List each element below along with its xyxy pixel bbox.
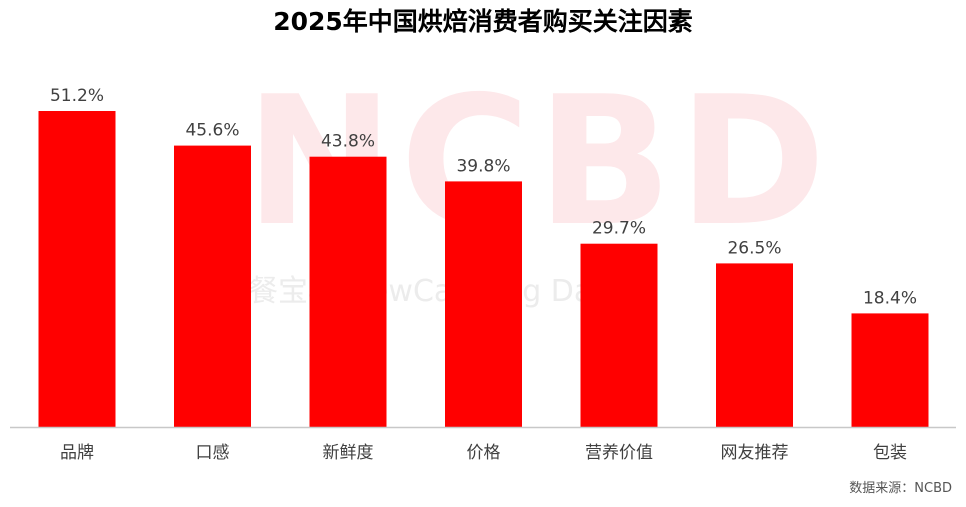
bar-5: [580, 243, 658, 427]
bars-layer: [38, 111, 929, 427]
category-label-4: 价格: [467, 443, 501, 463]
value-label-7: 18.4%: [863, 288, 917, 308]
value-label-5: 29.7%: [592, 219, 646, 239]
category-label-1: 品牌: [60, 443, 94, 463]
category-label-5: 营养价值: [585, 443, 653, 463]
bar-4: [445, 181, 522, 427]
bar-1: [38, 111, 116, 427]
value-label-4: 39.8%: [456, 156, 510, 176]
value-label-1: 51.2%: [50, 86, 104, 106]
source-note: 数据来源：NCBD: [849, 481, 952, 496]
value-label-6: 26.5%: [727, 238, 781, 258]
value-label-2: 45.6%: [185, 121, 239, 141]
bar-3: [309, 156, 387, 427]
category-label-7: 包装: [873, 443, 907, 463]
bar-2: [174, 145, 251, 427]
category-label-2: 口感: [196, 443, 230, 463]
chart-title: 2025年中国烘焙消费者购买关注因素: [273, 7, 693, 36]
value-label-3: 43.8%: [321, 132, 375, 152]
category-label-3: 新鲜度: [323, 443, 374, 463]
category-label-6: 网友推荐: [721, 443, 789, 463]
bar-6: [716, 263, 793, 427]
category-labels-layer: 品牌 口感 新鲜度 价格 营养价值 网友推荐 包装: [60, 443, 907, 463]
value-labels-layer: 51.2% 45.6% 43.8% 39.8% 29.7% 26.5% 18.4%: [50, 86, 917, 308]
bar-7: [851, 313, 929, 427]
